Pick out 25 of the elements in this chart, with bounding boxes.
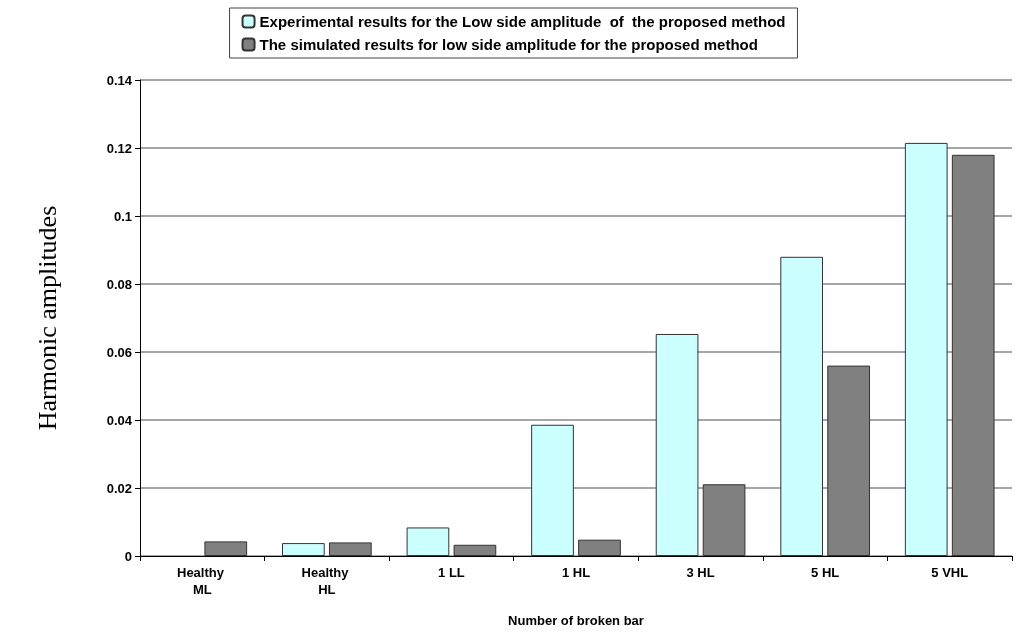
y-tick-label: 0.08 xyxy=(106,276,132,292)
bar xyxy=(406,527,450,556)
x-tick-label: 5 HL xyxy=(811,565,840,580)
x-tick-label: 1 HL xyxy=(561,565,591,580)
bar xyxy=(531,424,574,556)
y-axis-title: Harmonic amplitudes xyxy=(32,205,62,431)
y-tick-label: 0.14 xyxy=(106,72,133,88)
y-tick-label: 0.12 xyxy=(106,140,132,156)
x-axis-title: Number of broken bar xyxy=(508,613,644,628)
legend-label: The simulated results for low side amplitude for the proposed method xyxy=(259,36,758,53)
x-tick-label: 5 VHL xyxy=(931,565,969,580)
y-tick-label: 0.1 xyxy=(113,208,132,224)
x-tick-label: Healthy ML xyxy=(177,565,228,597)
y-tick-label: 0.04 xyxy=(106,412,133,428)
bar xyxy=(655,333,699,556)
bar xyxy=(904,142,948,556)
y-tick-label: 0.02 xyxy=(106,480,132,496)
y-tick-label: 0.06 xyxy=(106,344,132,360)
bar xyxy=(282,543,325,556)
legend-label: Experimental results for the Low side amplitude of the proposed method xyxy=(259,13,786,30)
x-tick-label: Healthy HL xyxy=(301,565,353,597)
y-tick-label: 0 xyxy=(124,548,132,564)
x-tick-label: 1 LL xyxy=(438,565,465,580)
x-tick-label: 3 HL xyxy=(686,565,715,580)
bar xyxy=(780,256,824,556)
